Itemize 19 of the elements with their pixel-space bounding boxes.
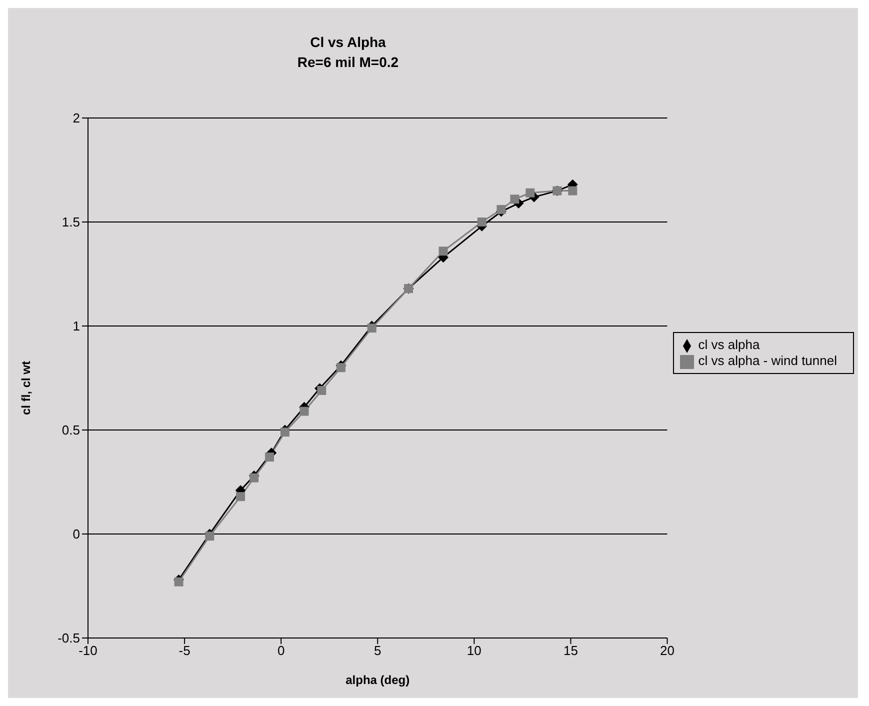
y-tick-label: 2 [72, 110, 80, 126]
x-tick-label: -5 [178, 643, 190, 658]
x-tick-label: 10 [466, 643, 482, 658]
y-tick-label: 1.5 [62, 214, 80, 230]
y-tick-label: 1 [72, 318, 80, 334]
y-tick-label: 0.5 [62, 422, 80, 438]
y-tick-label: 0 [72, 526, 80, 542]
legend-label: cl vs alpha [698, 337, 760, 352]
y-axis-title: cl fl, cl wt [19, 360, 33, 416]
x-tick-label: 20 [660, 643, 674, 658]
x-axis-title: alpha (deg) [346, 673, 410, 687]
chart-subtitle: Re=6 mil M=0.2 [296, 53, 400, 72]
x-tick-label: 15 [563, 643, 578, 658]
x-tick-label: 0 [277, 643, 285, 658]
x-tick-label: 5 [374, 643, 382, 658]
legend-label: cl vs alpha - wind tunnel [698, 353, 837, 368]
x-tick-label: -10 [78, 643, 98, 658]
y-tick-label: -0.5 [58, 630, 80, 646]
chart-title: Cl vs Alpha [309, 33, 387, 52]
